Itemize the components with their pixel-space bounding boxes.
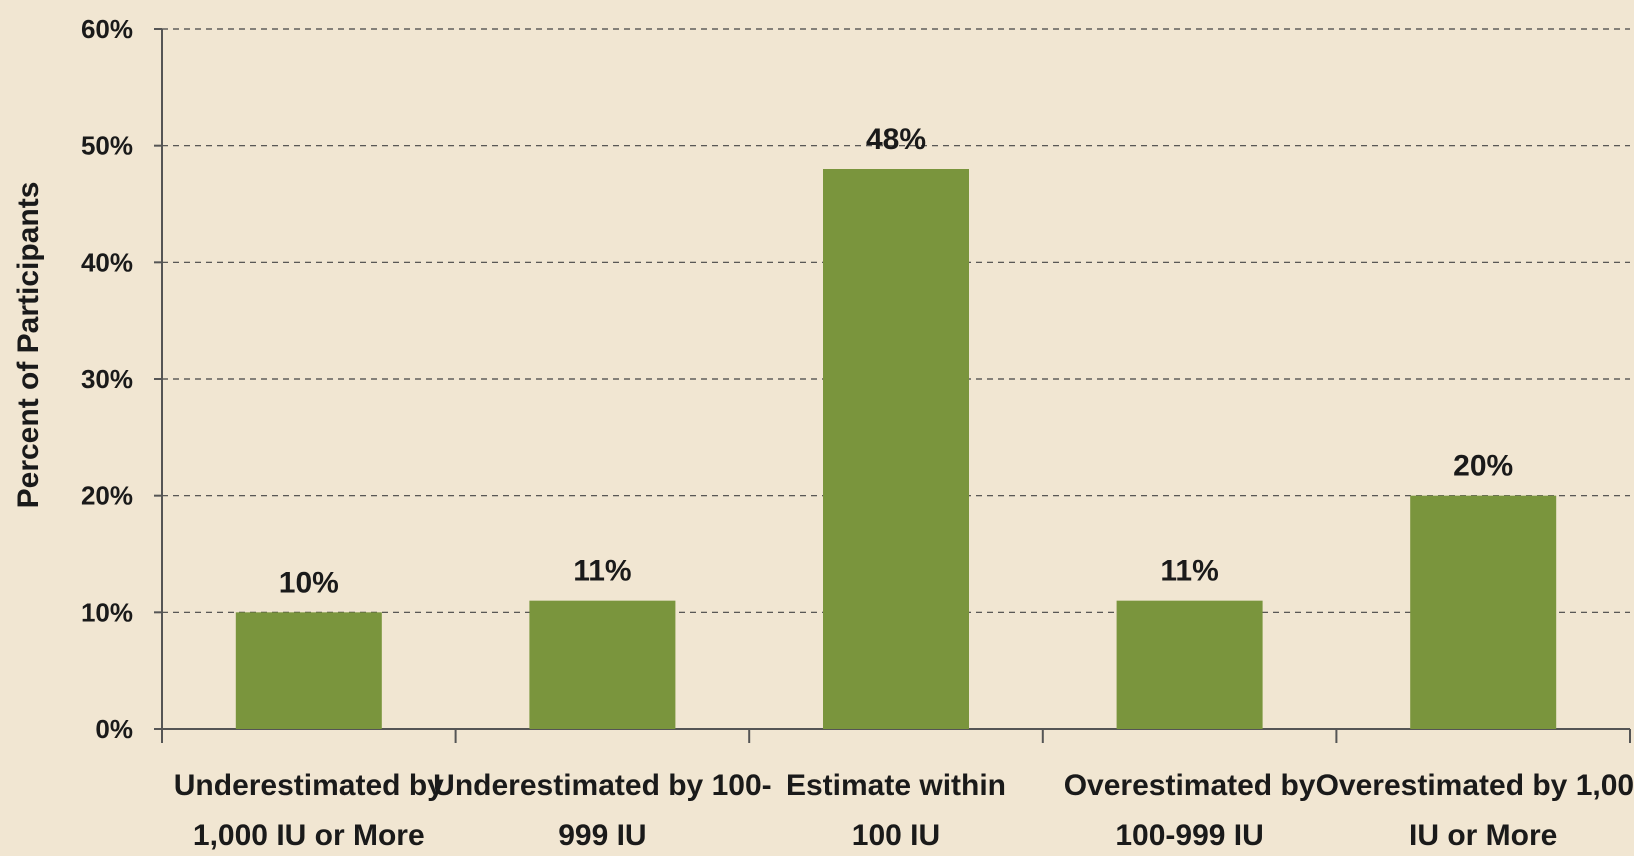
- x-tick-label: Underestimated by 1,000 IU or More: [174, 769, 444, 852]
- data-label: 20%: [1453, 450, 1513, 483]
- y-axis-title: Percent of Participants: [12, 182, 45, 509]
- x-tick-label-line: 100-999 IU: [1115, 819, 1263, 852]
- x-tick-label-line: Underestimated by: [174, 769, 444, 802]
- x-tick-label-line: Estimate within: [786, 769, 1006, 802]
- bar: [1116, 600, 1263, 729]
- data-label: 48%: [866, 123, 926, 156]
- x-tick-label-line: 100 IU: [852, 819, 940, 852]
- x-tick-label-line: 1,000 IU or More: [193, 819, 425, 852]
- y-tick-label: 60%: [81, 14, 133, 44]
- data-label: 10%: [279, 566, 339, 599]
- data-label: 11%: [573, 555, 631, 588]
- y-tick-label: 10%: [81, 597, 133, 627]
- x-tick-label-line: IU or More: [1409, 819, 1557, 852]
- bar: [1410, 495, 1557, 729]
- y-tick-label: 50%: [81, 131, 133, 161]
- y-tick-label: 0%: [95, 714, 133, 744]
- x-tick-label: Estimate within 100 IU: [786, 769, 1006, 852]
- bar: [235, 612, 382, 729]
- x-tick-label: Overestimated by 1,000 IU or More: [1316, 769, 1634, 852]
- x-tick-label-line: 999 IU: [558, 819, 646, 852]
- y-tick-label: 30%: [81, 364, 133, 394]
- bar: [529, 600, 676, 729]
- x-tick-label-line: Overestimated by 1,000: [1316, 769, 1634, 802]
- x-tick-label: Underestimated by 100- 999 IU: [433, 769, 771, 852]
- gridlines: [162, 28, 1630, 613]
- data-label: 11%: [1160, 555, 1218, 588]
- bars: [235, 169, 1557, 729]
- y-tick-label: 40%: [81, 247, 133, 277]
- labels: 0% 10% 20% 30% 40% 50% 60% 10% Underestimated by…: [81, 14, 1634, 852]
- y-tick-label: 20%: [81, 481, 133, 511]
- bar: [823, 169, 969, 729]
- x-tick-label: Overestimated by 100-999 IU: [1064, 769, 1316, 852]
- x-tick-label-line: Overestimated by: [1064, 769, 1316, 802]
- x-tick-label-line: Underestimated by 100-: [433, 769, 771, 802]
